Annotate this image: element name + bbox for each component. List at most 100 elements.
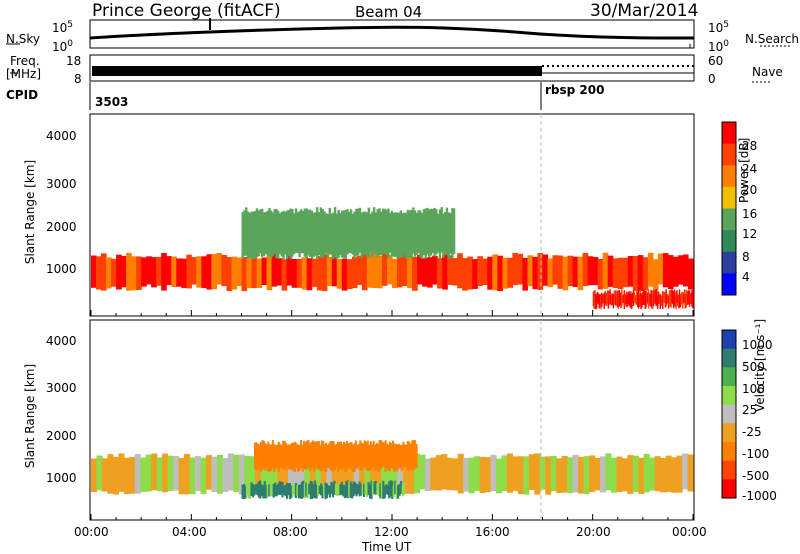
velocity-cell bbox=[383, 485, 386, 499]
power-cell bbox=[663, 292, 666, 304]
power-cell bbox=[675, 291, 677, 310]
velocity-cell bbox=[347, 443, 350, 469]
power-cell bbox=[597, 293, 600, 305]
freq-left-tick-top: 18 bbox=[66, 54, 82, 68]
velocity-cell bbox=[408, 441, 411, 471]
velocity-cell bbox=[671, 457, 678, 493]
power-cell bbox=[593, 290, 595, 309]
velocity-cell bbox=[356, 445, 359, 470]
power-cell bbox=[680, 293, 682, 305]
power-cell bbox=[646, 292, 648, 305]
power-cell bbox=[303, 208, 307, 257]
velocity-cell bbox=[368, 444, 371, 471]
power-cell bbox=[91, 255, 97, 288]
velocity-cell bbox=[397, 457, 404, 490]
velocity-cell bbox=[384, 440, 387, 472]
power-cell bbox=[444, 212, 447, 254]
velocity-cell bbox=[189, 457, 196, 495]
velocity-cell bbox=[550, 456, 557, 492]
velocity-cell bbox=[391, 480, 394, 499]
power-cell bbox=[677, 294, 679, 307]
velocity-cell bbox=[290, 485, 293, 498]
power-cell bbox=[607, 290, 610, 309]
velocity-cell bbox=[528, 454, 535, 490]
freq-panel-frame bbox=[89, 54, 695, 82]
velocity-cell bbox=[357, 444, 360, 467]
power-cell bbox=[619, 293, 621, 305]
power-cell bbox=[319, 207, 323, 258]
velocity-cell bbox=[304, 442, 307, 470]
power-cell bbox=[440, 207, 443, 253]
power-cell bbox=[667, 294, 669, 303]
power-cell bbox=[445, 207, 449, 255]
power-cell bbox=[429, 208, 433, 256]
velocity-cell bbox=[267, 441, 270, 472]
velocity-colorbar-cell bbox=[722, 423, 736, 443]
power-cell bbox=[645, 291, 647, 308]
power-cell bbox=[424, 208, 427, 258]
velocity-cell bbox=[682, 453, 689, 490]
mhz-label: [MHz] bbox=[6, 67, 42, 81]
power-cell bbox=[606, 292, 608, 306]
power-cell bbox=[356, 255, 363, 285]
velocity-cell bbox=[293, 455, 300, 491]
power-cell bbox=[255, 208, 259, 258]
power-cell bbox=[426, 207, 429, 255]
velocity-cell bbox=[346, 480, 349, 499]
velocity-cell bbox=[361, 483, 364, 495]
velocity-cell bbox=[490, 454, 497, 491]
velocity-cell bbox=[383, 442, 386, 467]
velocity-cell bbox=[391, 440, 394, 469]
power-cell bbox=[417, 210, 420, 254]
velocity-tick-m500: -500 bbox=[742, 469, 770, 483]
velocity-cell bbox=[250, 482, 253, 496]
velocity-cell bbox=[665, 455, 672, 492]
velocity-cell bbox=[321, 485, 324, 499]
power-cell bbox=[683, 289, 686, 304]
velocity-cell bbox=[287, 483, 290, 496]
velocity-cell bbox=[366, 482, 369, 497]
power-cell bbox=[300, 209, 303, 254]
velocity-cell bbox=[284, 484, 287, 497]
velocity-cell bbox=[272, 484, 275, 498]
velocity-cell bbox=[276, 444, 279, 468]
power-cell bbox=[449, 212, 452, 254]
power-cell bbox=[285, 210, 289, 260]
power-cell bbox=[626, 291, 628, 308]
power-cell bbox=[415, 212, 418, 255]
velocity-cell bbox=[610, 457, 617, 493]
velocity-cell bbox=[409, 443, 412, 469]
velocity-cell bbox=[335, 443, 338, 468]
velocity-cell bbox=[283, 440, 286, 470]
power-cell bbox=[206, 254, 213, 290]
velocity-tick-m100: -100 bbox=[742, 447, 770, 461]
power-cell bbox=[606, 290, 609, 305]
velocity-cell bbox=[254, 442, 257, 469]
power-cell bbox=[601, 294, 604, 304]
power-cell bbox=[632, 292, 634, 303]
station-title: Prince George (fitACF) bbox=[92, 1, 281, 21]
power-cell bbox=[683, 254, 689, 287]
power-cell bbox=[682, 292, 684, 309]
power-cell bbox=[567, 255, 574, 286]
velocity-cell bbox=[162, 453, 169, 493]
power-cell bbox=[442, 254, 448, 290]
x-tick-6: 00:00 bbox=[672, 525, 707, 539]
velocity-colorbar-cell bbox=[722, 330, 736, 350]
velocity-cell bbox=[386, 456, 393, 495]
velocity-cell bbox=[393, 443, 396, 473]
power-cell bbox=[602, 252, 609, 289]
power-cell bbox=[621, 295, 624, 303]
power-cell bbox=[615, 290, 617, 306]
velocity-cell bbox=[248, 482, 251, 499]
velocity-cell bbox=[360, 483, 363, 496]
power-colorbar-cell bbox=[722, 143, 736, 166]
cpid-value-2: rbsp 200 bbox=[545, 83, 605, 97]
power-cell bbox=[275, 208, 278, 258]
power-cell bbox=[289, 208, 292, 260]
velocity-cell bbox=[457, 453, 464, 494]
velocity-cell bbox=[269, 485, 272, 496]
power-cell bbox=[656, 289, 658, 307]
velocity-cell bbox=[387, 444, 390, 471]
power-cell bbox=[542, 254, 549, 286]
